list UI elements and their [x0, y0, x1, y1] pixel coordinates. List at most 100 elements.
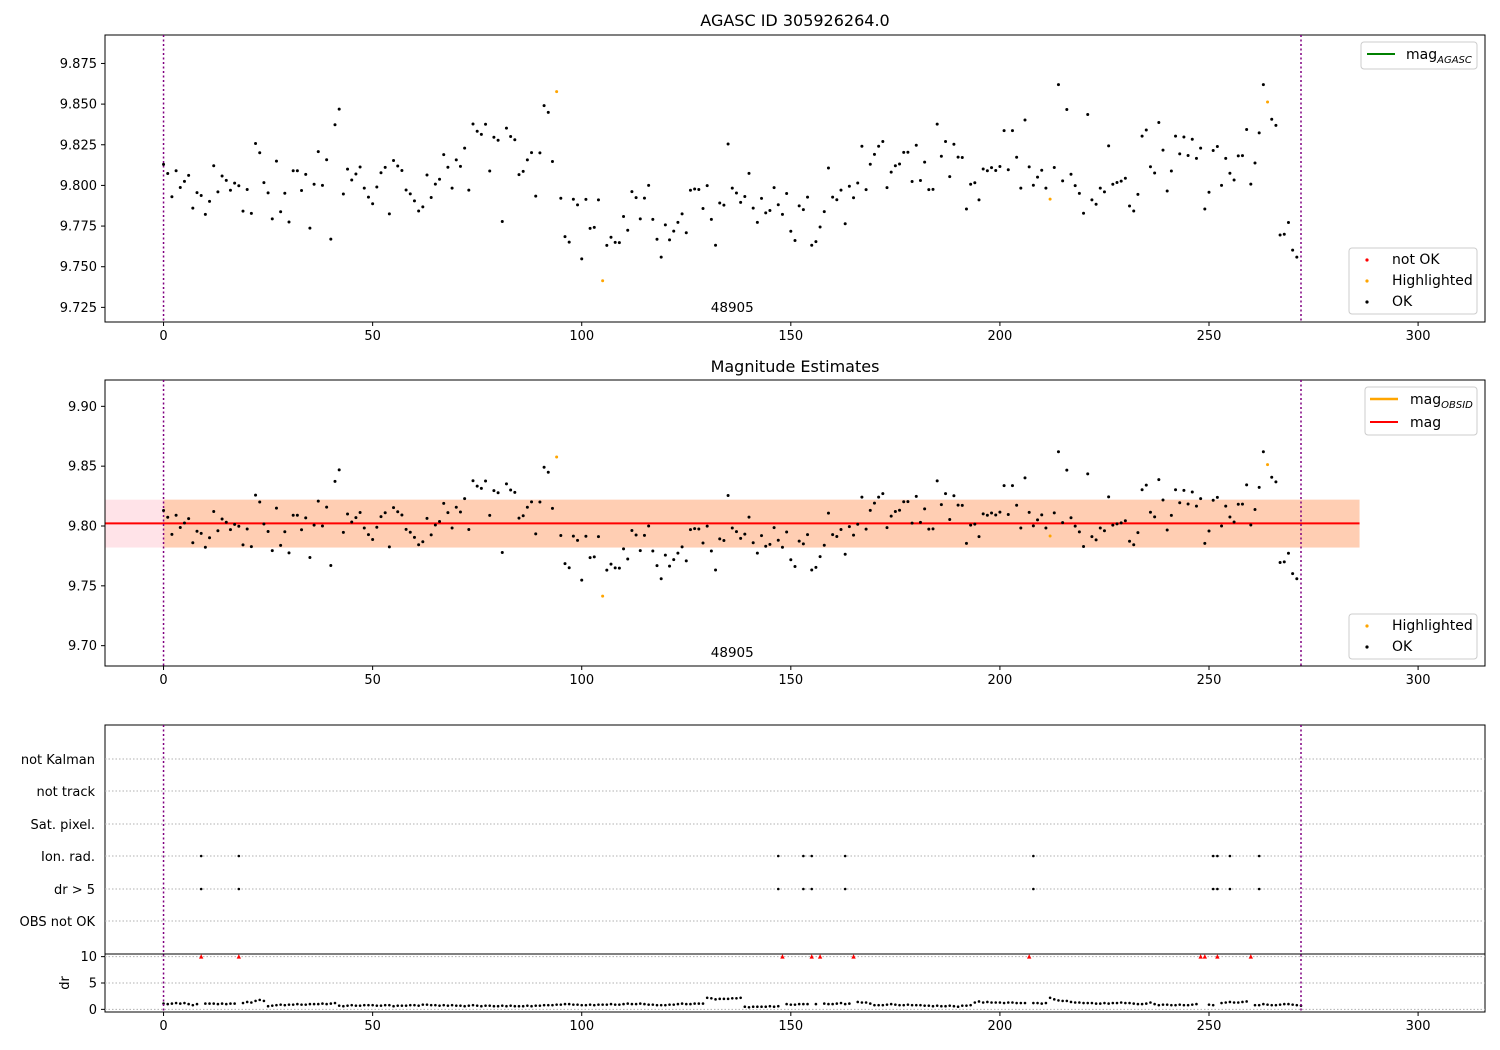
p2-point-243: [1178, 501, 1182, 505]
p1-point-104: [596, 198, 600, 202]
dr-point-121: [668, 1003, 671, 1006]
p2-xtick-label-0: 0: [159, 673, 167, 688]
p2-point-144: [764, 544, 768, 548]
p2-point-139: [743, 532, 747, 536]
legend-ok-label: OK: [1392, 294, 1413, 310]
p2-point-162: [839, 527, 843, 531]
dr-point-97: [567, 1002, 571, 1006]
p1-point-155: [810, 243, 814, 247]
p2-point-88: [530, 500, 534, 504]
p2-point-33: [300, 528, 304, 532]
dr-point-83: [509, 1004, 512, 1007]
panel-agasc-title: AGASC ID 305926264.0: [700, 11, 889, 30]
dr-point-166: [856, 1000, 860, 1004]
flag-point-4-163: [843, 887, 847, 891]
p2-point-27: [274, 506, 278, 510]
p1-point-99: [576, 203, 580, 207]
p2-point-11: [208, 536, 212, 540]
p1-point-224: [1098, 186, 1102, 190]
dr-point-2: [170, 1002, 174, 1005]
p2-point-20: [245, 527, 249, 531]
dr-point-234: [1140, 1002, 1144, 1006]
p2-point-181: [918, 520, 922, 524]
p1-point-214: [1056, 83, 1060, 87]
p2-point-77: [484, 479, 488, 483]
p2-point-62: [421, 540, 425, 544]
p2-point-31: [291, 513, 295, 517]
p2-point-30: [287, 551, 291, 555]
dr-point-169: [868, 1002, 872, 1005]
p2-point-140: [747, 515, 751, 519]
p1-point-26: [270, 217, 274, 221]
dr-point-178: [906, 1003, 910, 1006]
dr-point-190: [956, 1005, 960, 1009]
p1-point-100: [580, 257, 584, 261]
p2-point-211: [1044, 526, 1048, 530]
p2-point-262: [1257, 485, 1261, 489]
flag-label-1: not track: [36, 785, 95, 800]
p1-point-241: [1169, 169, 1173, 173]
p1-point-231: [1128, 204, 1132, 208]
p2-point-24: [262, 522, 266, 526]
dr-point-16: [229, 1002, 232, 1005]
p1-point-27: [274, 159, 278, 163]
p2-point-134: [722, 538, 726, 542]
p2-point-245: [1186, 502, 1190, 506]
dr-point-264: [1266, 1003, 1269, 1006]
panel-magnitude-estimates-axes: [104, 379, 1486, 667]
p2-point-259: [1245, 483, 1249, 487]
p2-point-136: [730, 526, 734, 530]
dr-point-129: [701, 1002, 705, 1005]
p2-point-138: [739, 536, 743, 540]
p1-point-198: [990, 166, 994, 170]
p1-point-247: [1194, 156, 1198, 160]
p2-point-171: [877, 495, 881, 499]
p1-point-3: [174, 169, 178, 173]
p2-point-205: [1019, 526, 1023, 530]
dr-clipped-point-155: [809, 954, 814, 959]
p2-point-61: [417, 543, 421, 547]
p1-point-68: [446, 165, 450, 169]
dr-point-135: [726, 997, 730, 1001]
p2-point-189: [952, 494, 956, 498]
dr-point-134: [722, 997, 726, 1001]
dr-clipped-point-9: [198, 954, 204, 959]
dr-point-189: [952, 1004, 956, 1008]
p1-point-105: [601, 279, 605, 283]
dr-ytick-label-5: 5: [89, 977, 97, 992]
p1-point-137: [734, 191, 738, 195]
p1-point-16: [228, 188, 232, 192]
p2-point-87: [525, 505, 529, 509]
p2-point-256: [1232, 520, 1236, 524]
p2-point-203: [1010, 484, 1014, 488]
p2-point-178: [906, 500, 910, 504]
p2-point-183: [927, 527, 931, 531]
dr-point-266: [1274, 1003, 1278, 1007]
p2-point-76: [479, 486, 483, 490]
p2-point-92: [546, 470, 550, 474]
flag-point-4-18: [237, 887, 241, 891]
p2-point-96: [563, 562, 567, 566]
dr-ytick-label-10: 10: [80, 950, 97, 965]
p2-point-264: [1266, 463, 1270, 467]
flag-point-4-153: [802, 887, 805, 891]
p1-point-165: [852, 196, 856, 200]
p1-point-108: [613, 240, 617, 244]
dr-point-214: [1057, 999, 1060, 1002]
dr-point-164: [848, 1002, 851, 1005]
p2-point-86: [521, 514, 525, 518]
panel-magnitude-estimates: Magnitude Estimates 0 50 100 150 200 250 300 9.…: [68, 357, 1486, 688]
dr-point-136: [730, 996, 734, 1000]
dr-point-22: [254, 999, 257, 1003]
p1-point-177: [902, 150, 906, 154]
p1-point-75: [475, 129, 479, 133]
p2-point-263: [1261, 450, 1265, 454]
p2-point-49: [366, 533, 370, 537]
p2-point-180: [914, 494, 918, 498]
p2-point-251: [1211, 498, 1215, 502]
p2-point-150: [789, 558, 793, 562]
p2-point-226: [1107, 495, 1111, 499]
dr-point-147: [776, 1004, 780, 1008]
dr-point-25: [266, 1004, 270, 1008]
flag-point-4-147: [776, 887, 780, 891]
